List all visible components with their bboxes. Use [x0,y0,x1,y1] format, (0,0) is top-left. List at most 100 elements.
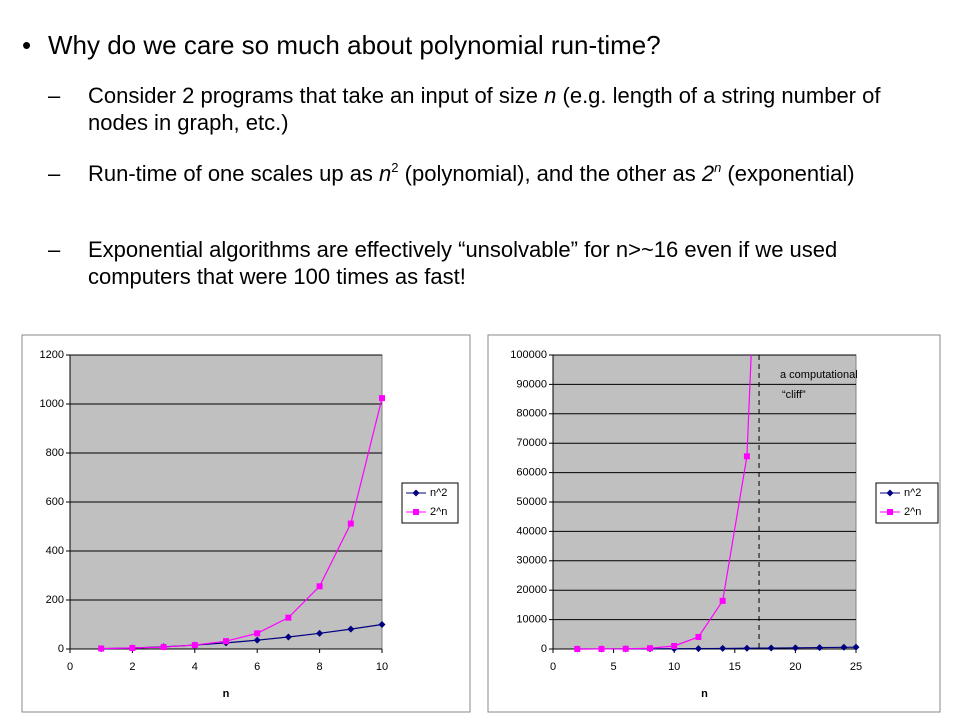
marker [316,583,323,590]
x-tick-label: 6 [254,661,260,673]
marker [253,636,261,644]
x-tick-label: 10 [668,661,680,673]
marker [316,629,324,637]
y-tick-label: 60000 [516,467,547,479]
y-tick-label: 80000 [516,408,547,420]
marker [254,630,261,637]
annotation: “cliff” [782,389,806,401]
marker [695,633,702,640]
text: Exponential algorithms are effectively “… [88,237,838,289]
text: (exponential) [721,161,855,186]
y-tick-label: 100000 [510,349,547,361]
dash: – [48,83,61,108]
marker [743,644,751,652]
chart: 0 200 400 600 800 1000 1200 0 2 4 6 8 10 n n^2 2^n [21,334,471,713]
marker [129,645,136,652]
marker [840,643,848,651]
x-tick-label: 5 [611,661,617,673]
x-tick-label: 15 [729,661,741,673]
chart: 0 10000 20000 30000 40000 50000 60000 70000 8000… [487,334,941,713]
y-tick-label: 30000 [516,555,547,567]
sub-bullet: – Exponential algorithms are effectively… [48,236,948,290]
marker [671,642,678,649]
marker [347,625,355,633]
legend-label: n^2 [430,487,447,499]
y-tick-label: 20000 [516,584,547,596]
x-tick-label: 0 [67,661,73,673]
x-tick-label: 25 [850,661,862,673]
dash: – [48,161,61,186]
sub-text: Run-time of one scales up as n2 (polynom… [88,160,938,187]
legend [401,482,459,524]
sub-text: Consider 2 programs that take an input o… [88,82,938,136]
marker [791,644,799,652]
marker [413,509,419,515]
series-line [101,397,383,650]
x-axis-label: n [701,688,708,700]
legend-label: n^2 [904,487,921,499]
y-tick-label: 0 [58,643,64,655]
text: 2 [701,161,715,186]
text: (e.g. length of a string number of nodes… [88,83,881,135]
y-tick-label: 400 [46,545,64,557]
x-axis-label: n [223,688,230,700]
superscript: 2 [391,160,399,175]
sub-bullet: – Consider 2 programs that take an input… [48,82,948,136]
dash: – [48,237,61,262]
marker [98,645,105,652]
y-tick-label: 200 [46,594,64,606]
bullet-text: Why do we care so much about polynomial … [48,30,661,60]
bullet-glyph: • [22,30,32,60]
text: n [544,83,557,108]
marker [347,520,354,527]
marker [191,642,198,649]
sub-bullet: – Run-time of one scales up as n2 (polyn… [48,160,948,187]
marker [160,644,167,651]
y-tick-label: 600 [46,496,64,508]
text: (polynomial), and the other as [398,161,702,186]
legend-label: 2^n [430,506,447,518]
legend [875,482,939,524]
y-tick-label: 1000 [40,398,64,410]
y-tick-label: 1200 [40,349,64,361]
marker [223,638,229,645]
marker [285,614,292,621]
y-tick-label: 800 [46,447,64,459]
x-tick-label: 10 [376,661,388,673]
y-tick-label: 40000 [516,525,547,537]
y-tick-label: 10000 [516,614,547,626]
marker [816,644,824,652]
legend-label: 2^n [904,506,921,518]
series-group [573,355,860,653]
marker [646,645,653,652]
marker [886,489,894,497]
marker [719,644,727,652]
marker [767,644,775,652]
marker [598,645,605,652]
y-tick-label: 50000 [516,496,547,508]
marker [852,643,860,651]
y-tick-label: 90000 [516,378,547,390]
marker [412,489,420,497]
marker [284,633,292,641]
y-tick-label: 70000 [516,437,547,449]
x-tick-label: 2 [129,661,135,673]
marker [887,509,893,515]
marker [622,645,629,652]
x-tick-label: 4 [192,661,198,673]
sub-text: Exponential algorithms are effectively “… [88,236,938,290]
marker [694,645,702,653]
marker [379,395,385,402]
marker [719,597,726,604]
marker [743,453,750,460]
y-tick-label: 0 [541,643,547,655]
marker [574,645,581,652]
annotation: a computational [780,369,858,381]
superscript: n [714,160,722,175]
x-tick-label: 8 [317,661,323,673]
text: n [379,161,392,186]
text: Run-time of one scales up as [88,161,380,186]
x-tick-label: 0 [550,661,556,673]
